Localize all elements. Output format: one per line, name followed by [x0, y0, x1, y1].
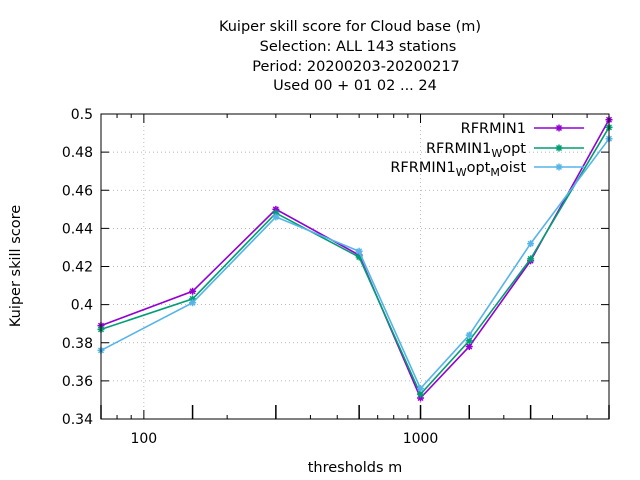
legend-marker	[555, 124, 563, 132]
y-tick-label: 0.34	[62, 412, 93, 428]
y-tick-label: 0.5	[71, 107, 93, 123]
legend-entry-3: RFRMIN1WoptMoist	[390, 160, 584, 179]
title-line-4: Used 00 + 01 02 ... 24	[273, 78, 437, 94]
y-tick-label: 0.4	[71, 298, 93, 314]
title-line-3: Period: 20200203-20200217	[252, 59, 460, 75]
data-point	[189, 299, 197, 307]
data-point	[417, 385, 425, 392]
series-layer	[97, 116, 613, 402]
series-3	[97, 135, 613, 392]
axis-ticks: 0.34 0.36 0.38 0.4 0.42 0.44 0.46 0.48 0.5 100 100…	[62, 107, 610, 447]
legend-entry-2: RFRMIN1Wopt	[426, 141, 584, 160]
x-tick-label: 100	[130, 431, 157, 447]
y-tick-label: 0.38	[62, 336, 93, 352]
data-point	[527, 255, 535, 263]
data-point	[355, 247, 363, 255]
data-point	[189, 287, 197, 295]
legend-marker	[555, 144, 563, 152]
y-tick-label: 0.36	[62, 374, 93, 390]
series-line	[100, 138, 610, 390]
title-line-1: Kuiper skill score for Cloud base (m)	[219, 19, 481, 35]
legend-entry-1: RFRMIN1	[461, 121, 584, 137]
y-axis-label: Kuiper skill score	[8, 205, 24, 327]
data-point	[272, 213, 280, 221]
legend-marker	[555, 163, 563, 171]
y-tick-label: 0.42	[62, 260, 93, 276]
data-point	[527, 240, 535, 248]
title-line-2: Selection: ALL 143 stations	[260, 39, 457, 55]
y-tick-label: 0.44	[62, 221, 93, 237]
x-tick-label: 1000	[403, 431, 439, 447]
series-2	[97, 123, 613, 398]
y-tick-label: 0.46	[62, 183, 93, 199]
legend-label: RFRMIN1	[461, 121, 526, 137]
chart-title: Kuiper skill score for Cloud base (m) Se…	[219, 19, 481, 94]
legend-label: RFRMIN1WoptMoist	[390, 160, 526, 179]
series-1	[97, 116, 613, 402]
grid	[101, 114, 609, 419]
x-axis-label: thresholds m	[308, 460, 403, 476]
y-tick-label: 0.48	[62, 145, 93, 161]
series-line	[100, 126, 610, 396]
legend-label: RFRMIN1Wopt	[426, 141, 526, 160]
data-point	[465, 331, 473, 339]
